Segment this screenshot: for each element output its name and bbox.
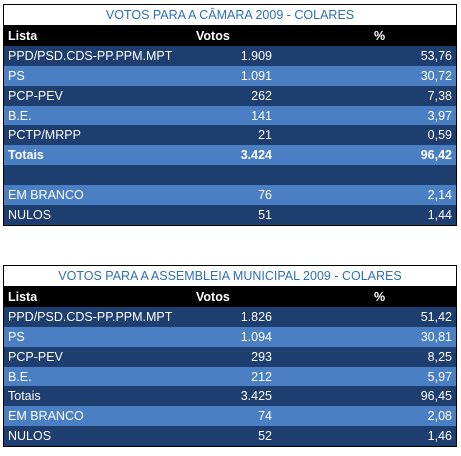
table-row: EM BRANCO 74 2,08 xyxy=(4,406,456,427)
assembleia-results-table: VOTOS PARA A ASSEMBLEIA MUNICIPAL 2009 -… xyxy=(3,265,457,448)
table-row: NULOS 52 1,46 xyxy=(4,426,456,447)
table-row: EM BRANCO 76 2,14 xyxy=(4,185,456,206)
header-votos: Votos xyxy=(196,290,230,304)
row-lista: PCP-PEV xyxy=(8,349,63,364)
table-row: B.E. 212 5,97 xyxy=(4,366,456,387)
table-row: PPD/PSD.CDS-PP.PPM.MPT 1.909 53,76 xyxy=(4,45,456,66)
row-pct: 0,59 xyxy=(427,128,452,143)
header-lista: Lista xyxy=(8,29,38,43)
row-votos: 51 xyxy=(258,208,272,223)
header-votos: Votos xyxy=(196,29,230,43)
table-title: VOTOS PARA A CÂMARA 2009 - COLARES xyxy=(4,5,456,26)
row-votos: 76 xyxy=(258,188,272,203)
row-lista: B.E. xyxy=(8,369,32,384)
table-row: NULOS 51 1,44 xyxy=(4,205,456,225)
row-votos: 52 xyxy=(258,429,272,444)
row-votos: 74 xyxy=(258,409,272,424)
row-lista: PS xyxy=(8,329,25,344)
table-row: PPD/PSD.CDS-PP.PPM.MPT 1.826 51,42 xyxy=(4,306,456,327)
row-pct: 1,44 xyxy=(427,208,452,223)
row-pct: 1,46 xyxy=(427,429,452,444)
table-row: PCP-PEV 293 8,25 xyxy=(4,346,456,367)
row-votos: 1.094 xyxy=(240,329,272,344)
row-pct: 30,72 xyxy=(420,68,452,83)
header-pct: % xyxy=(374,29,386,43)
row-pct: 2,08 xyxy=(427,409,452,424)
row-votos: 262 xyxy=(251,88,272,103)
row-pct: 5,97 xyxy=(427,369,452,384)
row-votos: 141 xyxy=(251,108,272,123)
row-lista: B.E. xyxy=(8,108,32,123)
row-lista: PCTP/MRPP xyxy=(8,128,81,143)
row-votos: 1.091 xyxy=(240,68,272,83)
table-row: PCP-PEV 262 7,38 xyxy=(4,85,456,106)
row-pct: 2,14 xyxy=(427,188,452,203)
row-votos: 3.425 xyxy=(240,389,272,404)
row-lista: NULOS xyxy=(8,429,52,444)
table-row: PS 1.094 30,81 xyxy=(4,326,456,347)
row-lista: EM BRANCO xyxy=(8,409,84,424)
row-votos: 1.826 xyxy=(240,309,272,324)
row-lista: NULOS xyxy=(8,208,52,223)
table-row: PS 1.091 30,72 xyxy=(4,65,456,86)
table-header-row: Lista Votos % xyxy=(4,287,456,307)
table-row: PCTP/MRPP 21 0,59 xyxy=(4,125,456,146)
camara-results-table: VOTOS PARA A CÂMARA 2009 - COLARES Lista… xyxy=(3,4,457,226)
row-pct: 96,45 xyxy=(420,389,452,404)
table-title: VOTOS PARA A ASSEMBLEIA MUNICIPAL 2009 -… xyxy=(4,266,456,287)
header-lista: Lista xyxy=(8,290,38,304)
row-pct: 8,25 xyxy=(427,349,452,364)
table-header-row: Lista Votos % xyxy=(4,26,456,46)
row-pct: 7,38 xyxy=(427,88,452,103)
row-lista: Totais xyxy=(8,389,41,404)
row-lista: PS xyxy=(8,68,25,83)
row-lista: Totais xyxy=(8,148,44,163)
header-pct: % xyxy=(374,290,386,304)
row-votos: 3.424 xyxy=(240,148,272,163)
empty-row xyxy=(4,165,456,186)
row-votos: 212 xyxy=(251,369,272,384)
row-pct: 30,81 xyxy=(420,329,452,344)
row-pct: 96,42 xyxy=(420,148,452,163)
row-votos: 293 xyxy=(251,349,272,364)
row-pct: 53,76 xyxy=(420,48,452,63)
row-lista: PPD/PSD.CDS-PP.PPM.MPT xyxy=(8,309,173,324)
totals-row: Totais 3.425 96,45 xyxy=(4,386,456,407)
totals-row: Totais 3.424 96,42 xyxy=(4,145,456,166)
row-pct: 51,42 xyxy=(420,309,452,324)
table-row: B.E. 141 3,97 xyxy=(4,105,456,126)
row-lista: EM BRANCO xyxy=(8,188,84,203)
row-votos: 21 xyxy=(258,128,272,143)
row-lista: PPD/PSD.CDS-PP.PPM.MPT xyxy=(8,48,173,63)
row-lista: PCP-PEV xyxy=(8,88,63,103)
row-votos: 1.909 xyxy=(240,48,272,63)
row-pct: 3,97 xyxy=(427,108,452,123)
